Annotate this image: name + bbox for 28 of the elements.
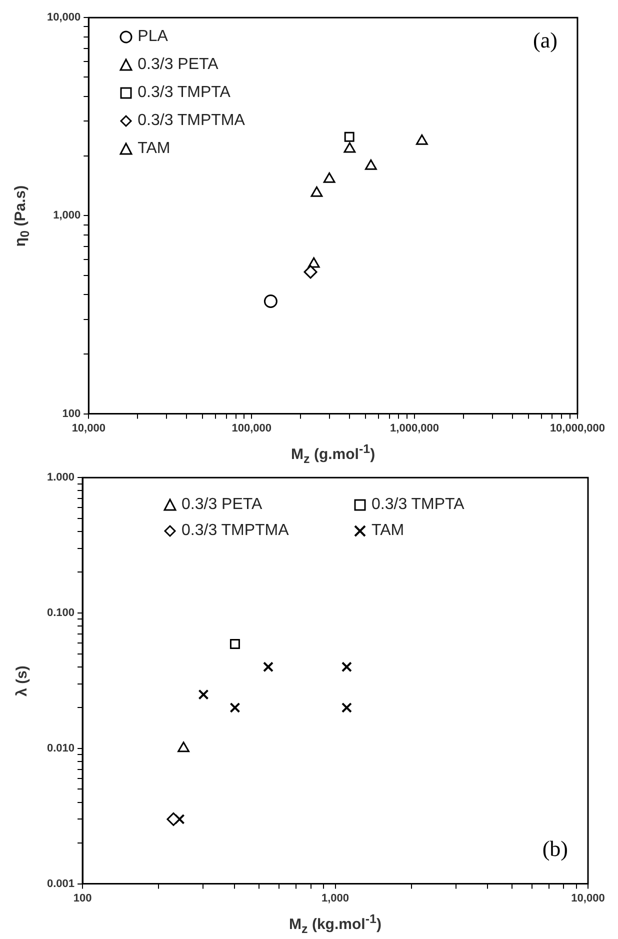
x-tick-label: 100,000 xyxy=(232,422,272,434)
legend-label: 0.3/3 TMPTMA xyxy=(138,112,245,130)
y-tick-label: 1,000 xyxy=(53,210,81,222)
y-tick-label: 0.010 xyxy=(46,742,75,754)
legend-label: 0.3/3 PETA xyxy=(138,56,218,74)
y-tick-label: 0.100 xyxy=(46,607,75,620)
x-tick-label: 10,000,000 xyxy=(550,422,606,434)
x-tick-label: 1,000 xyxy=(322,892,350,904)
legend-label: TAM xyxy=(372,522,404,540)
legend-label: TAM xyxy=(138,140,170,158)
x-axis-title: M$_{z}$ (kg.mol$^{-1}$) xyxy=(288,912,382,936)
y-tick-label: 1.000 xyxy=(46,472,75,484)
y-tick-label: 10,000 xyxy=(46,12,81,24)
y-axis-title: λ (s) xyxy=(14,665,30,696)
annotation: (b) xyxy=(542,836,568,861)
legend-label: PLA xyxy=(138,28,168,46)
x-tick-label: 10,000 xyxy=(571,892,605,904)
x-tick-label: 10,000 xyxy=(72,422,106,434)
legend-label: 0.3/3 PETA xyxy=(182,496,262,514)
x-axis-title: M$_{z}$ (g.mol$^{-1}$) xyxy=(290,442,376,466)
y-tick-label: 100 xyxy=(62,408,81,420)
annotation: (a) xyxy=(533,28,558,53)
legend-label: 0.3/3 TMPTA xyxy=(372,496,464,514)
legend-label: 0.3/3 TMPTA xyxy=(138,84,230,102)
legend-label: 0.3/3 TMPTMA xyxy=(182,522,289,540)
x-tick-label: 1,000,000 xyxy=(390,422,439,434)
x-tick-label: 100 xyxy=(73,892,92,904)
y-tick-label: 0.001 xyxy=(46,878,75,890)
